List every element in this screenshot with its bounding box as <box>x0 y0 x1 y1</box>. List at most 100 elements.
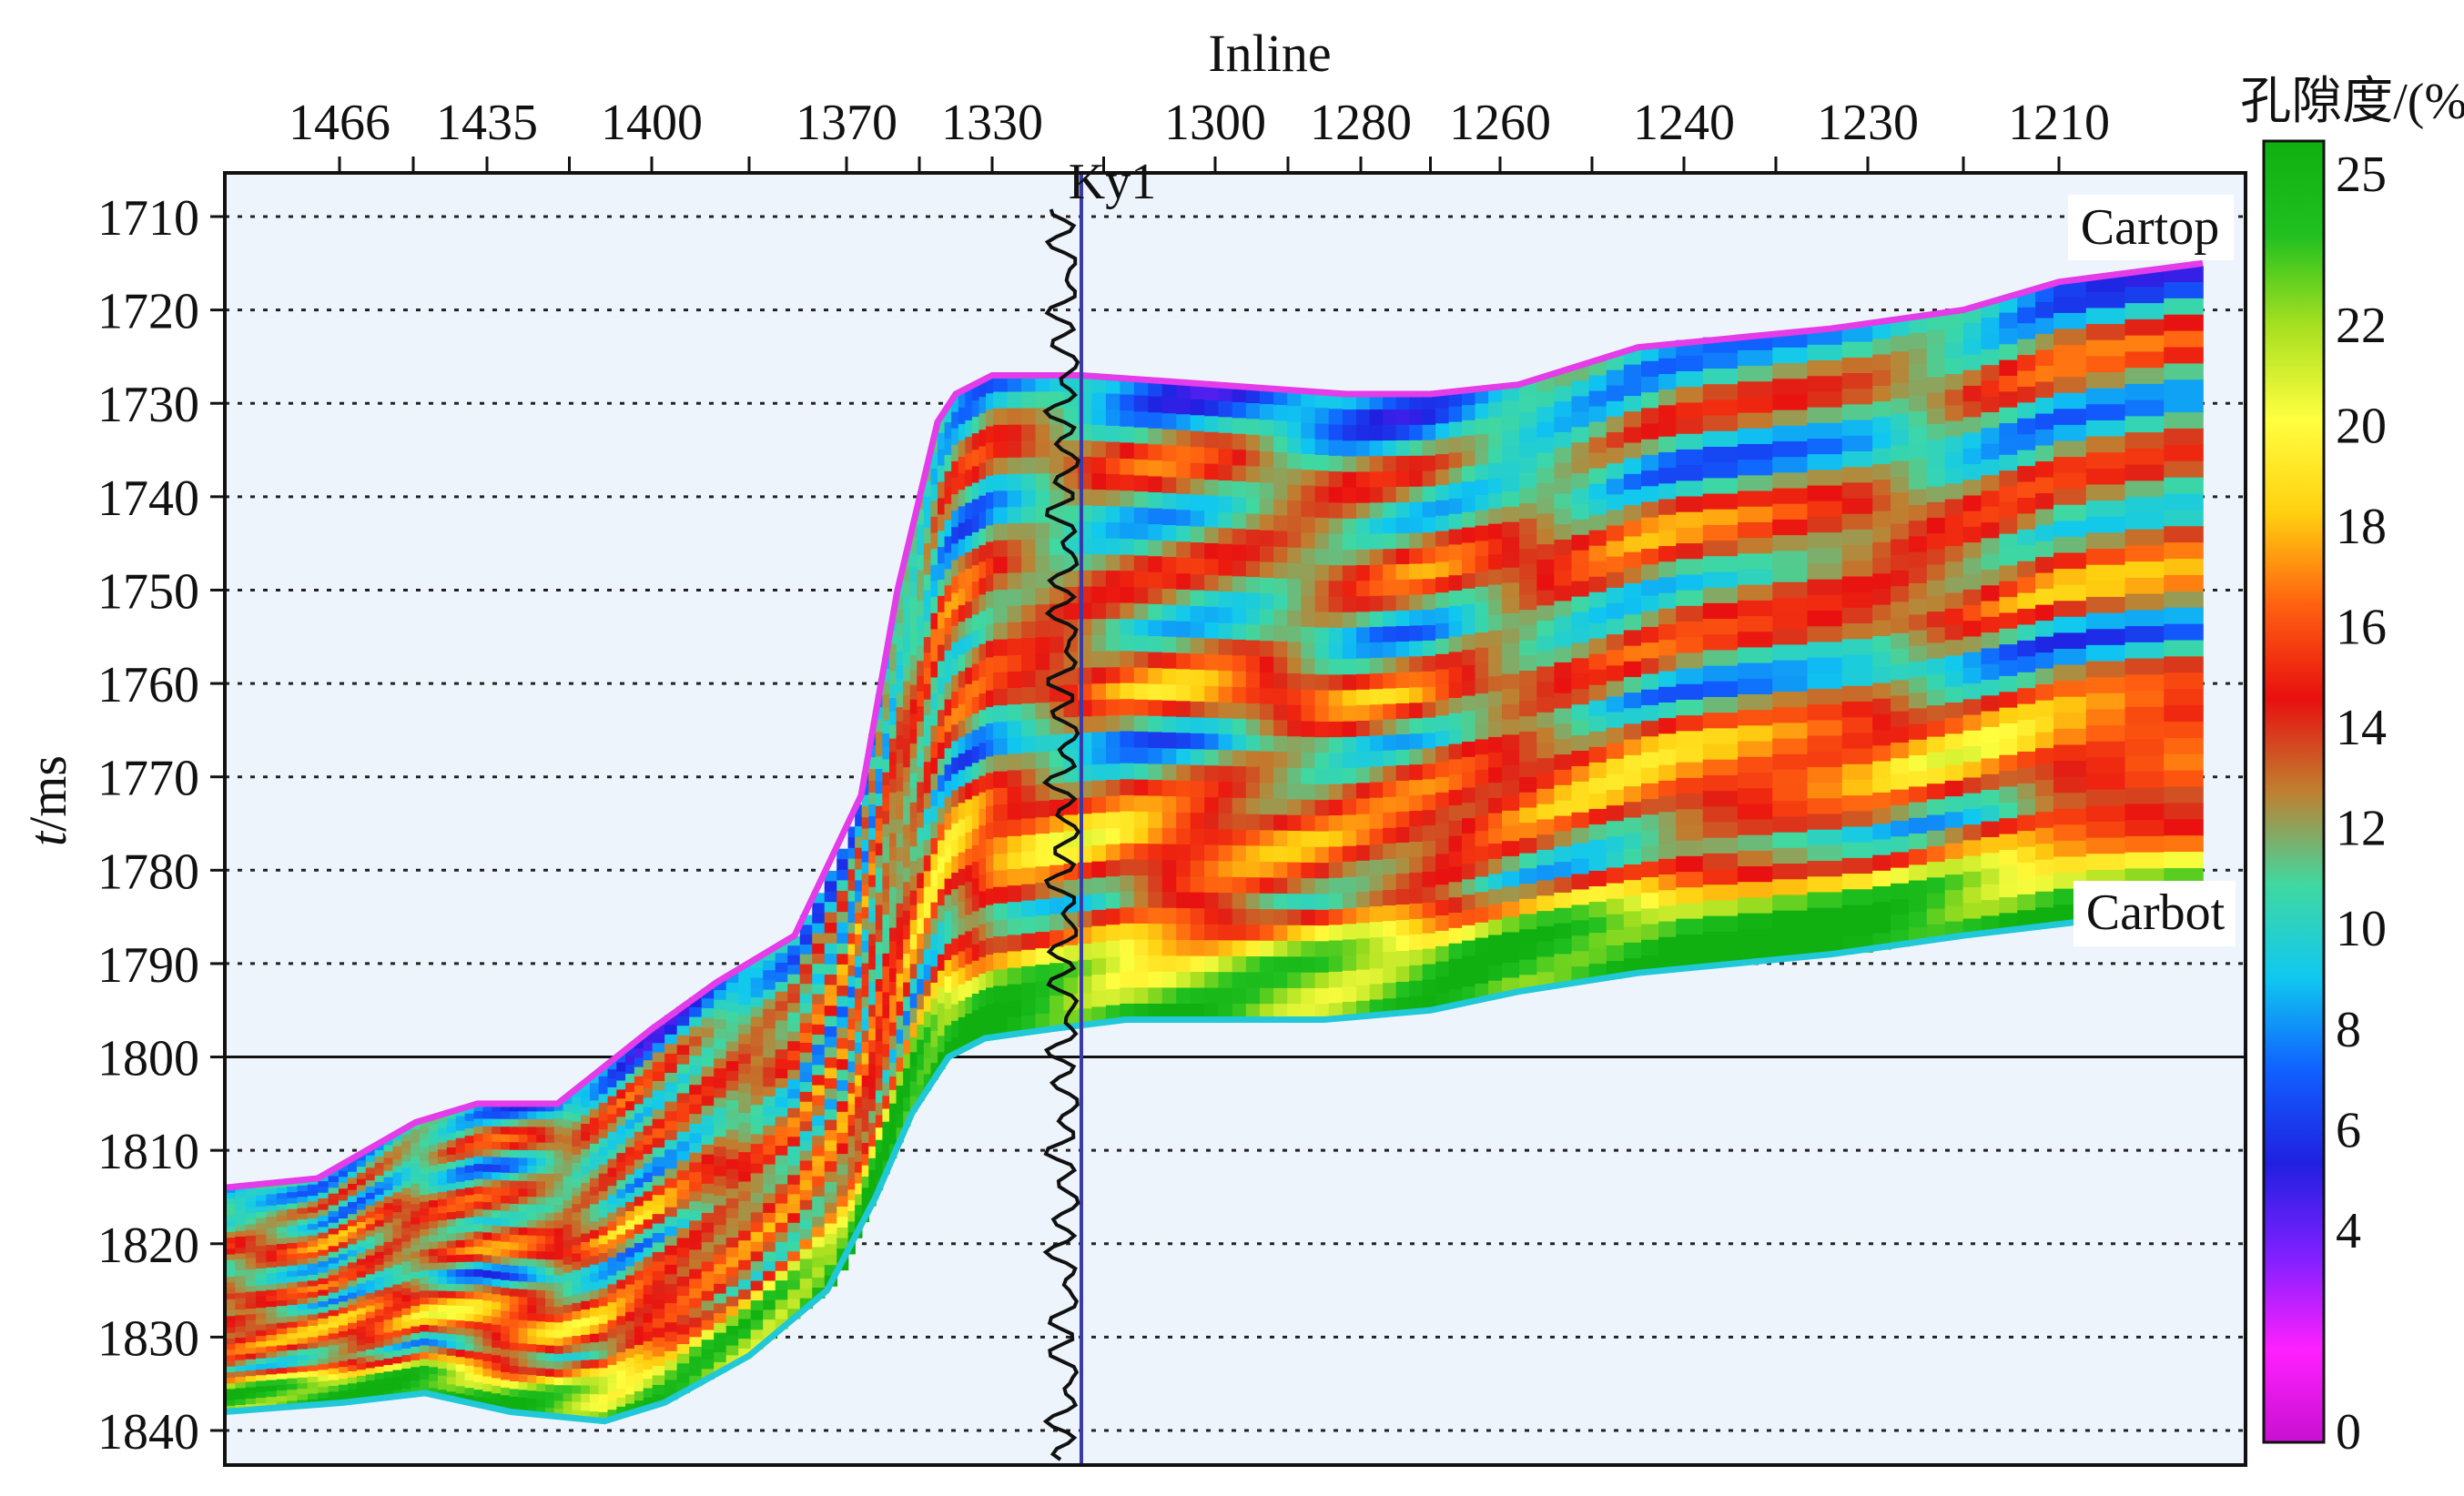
porosity-cell <box>847 912 856 924</box>
porosity-cell <box>437 1382 448 1391</box>
porosity-cell <box>509 1227 520 1236</box>
porosity-cell <box>1120 699 1135 716</box>
porosity-cell <box>750 1046 765 1057</box>
porosity-cell <box>714 1195 727 1207</box>
porosity-cell <box>701 1144 715 1156</box>
porosity-cell <box>1383 936 1397 953</box>
porosity-cell <box>616 1144 626 1154</box>
porosity-cell <box>1383 580 1397 597</box>
porosity-cell <box>979 808 987 826</box>
porosity-cell <box>938 1019 946 1037</box>
porosity-cell <box>518 1335 529 1345</box>
porosity-cell <box>455 1181 466 1190</box>
porosity-cell <box>775 1270 789 1282</box>
porosity-cell <box>1161 397 1178 415</box>
porosity-cell <box>824 1202 838 1214</box>
porosity-cell <box>787 1127 801 1138</box>
porosity-cell <box>1273 562 1289 580</box>
porosity-cell <box>563 1248 573 1258</box>
porosity-cell <box>868 1016 877 1030</box>
porosity-cell <box>464 1350 475 1360</box>
porosity-cell <box>401 1288 412 1296</box>
porosity-cell <box>225 1215 237 1222</box>
porosity-cell <box>1133 844 1150 861</box>
porosity-cell <box>392 1258 403 1266</box>
porosity-cell <box>598 1394 609 1404</box>
porosity-cell <box>938 644 946 662</box>
porosity-cell <box>527 1204 537 1213</box>
porosity-cell <box>1120 714 1135 733</box>
porosity-cell <box>1035 555 1050 573</box>
porosity-cell <box>607 1158 618 1169</box>
porosity-cell <box>1232 908 1247 925</box>
porosity-cell <box>581 1284 591 1294</box>
porosity-cell <box>625 1192 635 1203</box>
porosity-cell <box>676 1083 690 1095</box>
porosity-cell <box>1021 1015 1037 1033</box>
porosity-cell <box>1355 642 1371 660</box>
porosity-cell <box>1120 602 1135 620</box>
porosity-cell <box>581 1166 591 1176</box>
porosity-cell <box>338 1289 349 1297</box>
porosity-cell <box>492 1301 502 1310</box>
porosity-cell <box>979 842 987 860</box>
porosity-cell <box>923 824 932 841</box>
porosity-cell <box>1519 411 1538 429</box>
porosity-cell <box>847 1125 856 1137</box>
porosity-cell <box>923 933 932 950</box>
porosity-cell <box>1245 498 1261 515</box>
porosity-cell <box>347 1370 358 1379</box>
porosity-cell <box>847 986 856 998</box>
porosity-cell <box>318 1307 330 1314</box>
porosity-cell <box>356 1172 367 1180</box>
porosity-cell <box>501 1387 511 1397</box>
porosity-cell <box>464 1388 475 1397</box>
porosity-cell <box>420 1127 430 1135</box>
porosity-cell <box>225 1394 237 1401</box>
porosity-cell <box>1395 610 1410 627</box>
porosity-cell <box>374 1347 385 1355</box>
porosity-cell <box>787 1184 801 1196</box>
porosity-cell <box>482 1262 493 1271</box>
porosity-cell <box>482 1376 493 1385</box>
porosity-cell <box>1448 636 1463 653</box>
porosity-cell <box>374 1309 385 1317</box>
porosity-cell <box>689 1191 703 1202</box>
porosity-cell <box>589 1083 600 1093</box>
porosity-cell <box>1488 417 1503 434</box>
porosity-cell <box>581 1300 591 1310</box>
porosity-cell <box>750 1124 765 1136</box>
porosity-cell <box>347 1244 358 1251</box>
porosity-cell <box>1462 925 1476 942</box>
porosity-cell <box>420 1297 430 1306</box>
porosity-cell <box>1383 425 1397 441</box>
porosity-cell <box>307 1286 319 1293</box>
porosity-cell <box>993 787 1009 805</box>
porosity-cell <box>1176 541 1191 559</box>
porosity-cell <box>1314 783 1330 801</box>
porosity-cell <box>1091 780 1107 798</box>
porosity-cell <box>401 1308 412 1316</box>
porosity-cell <box>917 554 925 571</box>
porosity-cell <box>347 1292 358 1300</box>
porosity-cell <box>473 1254 484 1263</box>
porosity-cell <box>1383 487 1397 503</box>
porosity-cell <box>1448 698 1463 714</box>
porosity-cell <box>527 1228 537 1237</box>
porosity-cell <box>509 1134 520 1144</box>
porosity-cell <box>616 1307 626 1318</box>
porosity-cell <box>951 692 959 710</box>
porosity-cell <box>1105 651 1121 669</box>
porosity-cell <box>979 792 987 810</box>
porosity-cell <box>1120 955 1135 973</box>
porosity-cell <box>1273 625 1289 642</box>
porosity-cell <box>888 1036 897 1051</box>
porosity-cell <box>544 1345 555 1354</box>
porosity-cell <box>882 798 890 813</box>
porosity-cell <box>401 1275 412 1283</box>
porosity-cell <box>527 1142 537 1151</box>
porosity-cell <box>1190 685 1205 703</box>
porosity-cell <box>971 417 980 434</box>
porosity-cell <box>917 615 925 632</box>
porosity-cell <box>318 1204 330 1211</box>
